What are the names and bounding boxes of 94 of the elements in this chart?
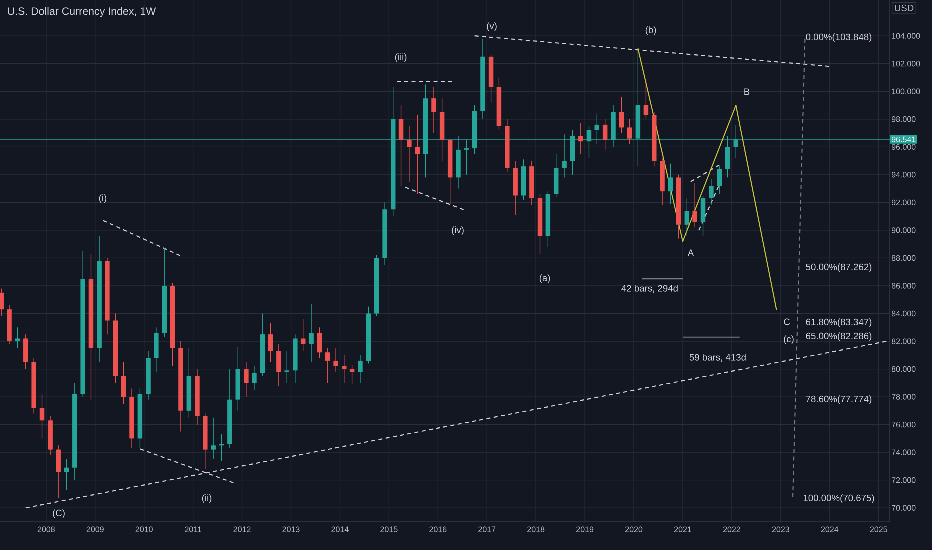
x-tick-label: 2017 — [478, 526, 496, 532]
candlestick — [668, 163, 674, 204]
candlestick — [432, 87, 436, 134]
text: U.S. Dollar Currency Index, 1W — [8, 7, 156, 18]
candlestick — [40, 394, 45, 440]
candlestick — [692, 182, 698, 228]
candlestick — [602, 119, 608, 150]
candlestick — [244, 362, 249, 398]
annotation: 42 bars, 294d — [622, 285, 678, 293]
x-tick-label: 2014 — [332, 526, 349, 532]
y-tick-label: 96.000 — [892, 144, 916, 150]
y-tick-label: 90.000 — [892, 228, 916, 234]
annotation: 0.00%(103.848) — [806, 34, 872, 42]
annotation: (b) — [646, 26, 656, 36]
candlestick — [644, 78, 649, 120]
annotation: (iv) — [452, 226, 464, 236]
y-tick-label: 74.000 — [892, 450, 916, 456]
candlestick — [717, 166, 722, 195]
y-tick-label: 78.000 — [892, 394, 916, 400]
x-tick-label: 2021 — [674, 526, 692, 532]
candlestick — [342, 355, 347, 384]
candlestick — [326, 348, 330, 384]
annotation: (C) — [53, 510, 65, 518]
annotation: 59 bars, 413d — [690, 354, 746, 362]
annotation: 61.80%(83.347) — [806, 318, 872, 328]
x-tick-label: 2022 — [723, 526, 740, 532]
candlestick — [56, 445, 61, 499]
candlestick — [284, 350, 290, 384]
candlestick — [317, 327, 322, 359]
y-tick-label: 70.000 — [892, 505, 916, 511]
x-tick-label: 2013 — [282, 526, 300, 532]
candlestick — [252, 366, 257, 390]
annotation: (i) — [99, 194, 107, 204]
y-tick-label: 76.000 — [892, 422, 916, 428]
annotation: C — [784, 318, 790, 326]
x-tick-label: 2008 — [38, 526, 55, 532]
y-tick-label: 84.000 — [892, 310, 916, 317]
x-tick-label: 2011 — [185, 526, 202, 532]
x-tick-label: 2015 — [380, 526, 398, 532]
x-tick-label: 2019 — [576, 526, 594, 532]
candlestick — [407, 126, 412, 182]
candlestick — [334, 348, 338, 372]
candlestick — [24, 334, 28, 370]
candlestick — [15, 327, 20, 349]
candlestick — [0, 288, 4, 317]
y-tick-label: 102.000 — [892, 61, 920, 67]
candlestick — [398, 105, 404, 186]
annotation: 50.00%(87.262) — [806, 264, 872, 272]
y-tick-label: 88.000 — [892, 255, 916, 262]
y-tick-label: 80.000 — [892, 366, 916, 372]
candlestick — [700, 195, 706, 236]
candlestick — [276, 344, 282, 386]
x-tick-label: 2012 — [234, 526, 251, 532]
candlestick — [684, 198, 690, 236]
annotation: (a) — [540, 274, 550, 284]
candlestick — [121, 362, 126, 404]
candlestick — [309, 304, 314, 363]
candlestick — [211, 418, 216, 460]
y-tick-label: 72.000 — [892, 478, 916, 484]
candlestick — [64, 459, 70, 490]
y-axis-title: USD — [895, 4, 914, 12]
y-tick-label: 92.000 — [892, 200, 916, 206]
annotation: 65.00%(82.286) — [806, 332, 872, 342]
annotation: 100.00%(70.675) — [804, 494, 874, 504]
x-tick-label: 2010 — [136, 526, 153, 532]
candlestick — [358, 355, 363, 384]
y-tick-label: 86.000 — [892, 283, 916, 289]
x-tick-label: 2009 — [86, 526, 104, 532]
y-tick-label: 98.000 — [892, 116, 916, 122]
candlestick — [619, 96, 624, 134]
annotation: (v) — [487, 22, 497, 32]
y-tick-label: 100.000 — [892, 88, 920, 94]
y-tick-label: 82.000 — [892, 338, 916, 344]
ref-line-label: 96.541 — [892, 136, 916, 142]
candlestick — [300, 318, 306, 352]
x-tick-label: 2025 — [870, 526, 888, 532]
candlestick — [709, 178, 714, 206]
y-tick-label: 94.000 — [892, 172, 916, 178]
annotation: A — [688, 250, 694, 256]
x-tick-label: 2023 — [772, 526, 790, 532]
annotation: 78.60%(77.774) — [806, 396, 872, 404]
x-tick-label: 2024 — [821, 526, 839, 532]
x-tick-label: 2016 — [430, 526, 447, 532]
candlestick — [578, 123, 584, 154]
candlestick — [628, 119, 632, 145]
candlestick — [415, 114, 420, 195]
y-tick-label: 104.000 — [892, 33, 920, 39]
x-tick-label: 2020 — [626, 526, 643, 532]
annotation: (iii) — [395, 54, 407, 62]
candlestick — [268, 323, 274, 363]
annotation: (c) — [784, 336, 794, 344]
annotation: B — [744, 88, 750, 96]
x-tick-label: 2018 — [528, 526, 545, 532]
annotation: (ii) — [202, 494, 212, 504]
